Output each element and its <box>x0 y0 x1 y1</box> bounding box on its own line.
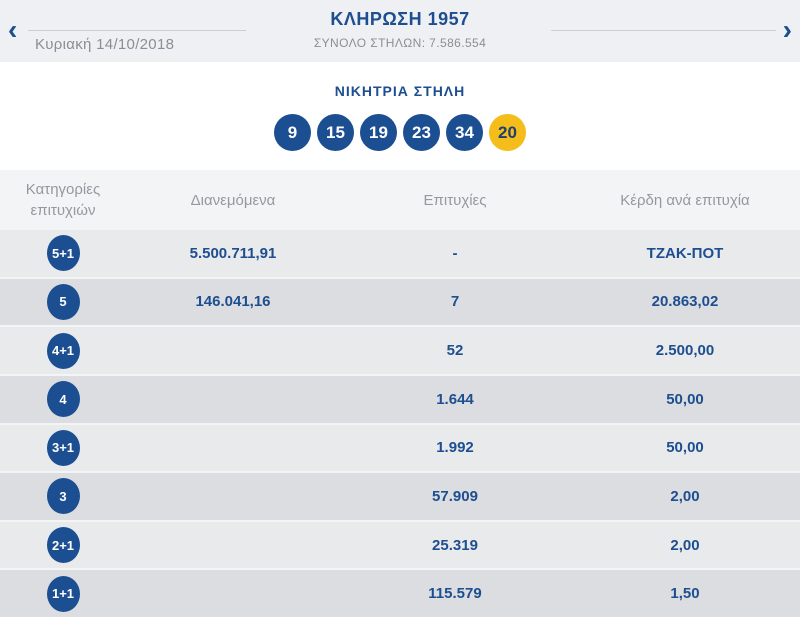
column-header-distributed: Διανεμόμενα <box>190 191 276 209</box>
column-header-wins: Επιτυχίες <box>423 191 487 209</box>
category-cell: 3+1 <box>0 429 126 466</box>
winning-numbers: 9 15 19 23 34 20 <box>0 114 800 151</box>
category-cell: 5 <box>0 283 126 320</box>
draw-header: ‹ Κυριακή 14/10/2018 ΚΛΗΡΩΣΗ 1957 ΣΥΝΟΛΟ… <box>0 0 800 62</box>
prize-cell: 20.863,02 <box>651 293 719 311</box>
category-cell: 5+1 <box>0 235 126 272</box>
category-cell: 3 <box>0 478 126 515</box>
category-badge: 5 <box>46 283 80 320</box>
category-badge: 5+1 <box>46 235 80 272</box>
winning-number-ball: 19 <box>360 114 397 151</box>
table-row: 1+1 115.579 1,50 <box>0 568 800 617</box>
draw-title: ΚΛΗΡΩΣΗ 1957 <box>330 9 470 29</box>
winning-number-ball: 23 <box>403 114 440 151</box>
column-header-prize: Κέρδη ανά επιτυχία <box>620 191 750 209</box>
category-cell: 1+1 <box>0 575 126 612</box>
header-divider-left <box>28 30 246 31</box>
draw-date: Κυριακή 14/10/2018 <box>35 36 175 53</box>
wins-cell: - <box>452 244 458 262</box>
category-badge: 1+1 <box>46 575 80 612</box>
previous-draw-button[interactable]: ‹ <box>2 14 23 46</box>
wins-cell: 1.644 <box>436 390 474 408</box>
wins-cell: 57.909 <box>432 487 478 505</box>
column-header-categories: Κατηγορίες επιτυχιών <box>25 181 101 219</box>
category-badge: 3+1 <box>46 429 80 466</box>
wins-cell: 7 <box>450 293 460 311</box>
results-table: Κατηγορίες επιτυχιών Διανεμόμενα Επιτυχί… <box>0 170 800 617</box>
joker-number-ball: 20 <box>489 114 526 151</box>
prize-cell: 2,00 <box>670 487 700 505</box>
winning-column-label: ΝΙΚΗΤΡΙΑ ΣΤΗΛΗ <box>334 83 466 99</box>
category-badge: 3 <box>46 478 80 515</box>
table-row: 2+1 25.319 2,00 <box>0 519 800 569</box>
chevron-left-icon: ‹ <box>8 14 18 45</box>
chevron-right-icon: › <box>782 14 792 45</box>
winning-number-ball: 9 <box>274 114 311 151</box>
winning-column-section: ΝΙΚΗΤΡΙΑ ΣΤΗΛΗ 9 15 19 23 34 20 <box>0 62 800 170</box>
prize-cell: 1,50 <box>670 585 700 603</box>
table-row: 3 57.909 2,00 <box>0 471 800 520</box>
category-badge: 4 <box>46 381 80 418</box>
prize-cell: 50,00 <box>666 390 704 408</box>
distributed-cell: 5.500.711,91 <box>189 244 277 262</box>
table-row: 3+1 1.992 50,00 <box>0 422 800 472</box>
results-table-header: Κατηγορίες επιτυχιών Διανεμόμενα Επιτυχί… <box>0 170 800 230</box>
category-cell: 4+1 <box>0 332 126 369</box>
category-badge: 4+1 <box>46 332 80 369</box>
header-divider-right <box>551 30 776 31</box>
winning-number-ball: 15 <box>317 114 354 151</box>
draw-title-block: ΚΛΗΡΩΣΗ 1957 ΣΥΝΟΛΟ ΣΤΗΛΩΝ: 7.586.554 <box>200 9 600 50</box>
table-row: 4 1.644 50,00 <box>0 373 800 423</box>
table-row: 5+1 5.500.711,91 - ΤΖΑΚ-ΠΟΤ <box>0 230 800 277</box>
prize-cell: 2,00 <box>670 536 700 554</box>
table-row: 5 146.041,16 7 20.863,02 <box>0 276 800 326</box>
table-row: 4+1 52 2.500,00 <box>0 325 800 374</box>
wins-cell: 25.319 <box>432 536 478 554</box>
prize-cell: 50,00 <box>666 439 704 457</box>
wins-cell: 1.992 <box>436 439 474 457</box>
prize-cell: 2.500,00 <box>655 342 715 360</box>
category-badge: 2+1 <box>46 527 80 564</box>
category-cell: 4 <box>0 381 126 418</box>
distributed-cell: 146.041,16 <box>195 293 271 311</box>
next-draw-button[interactable]: › <box>777 14 798 46</box>
results-table-body: 5+1 5.500.711,91 - ΤΖΑΚ-ΠΟΤ 5 146.041,16… <box>0 230 800 617</box>
total-columns-label: ΣΥΝΟΛΟ ΣΤΗΛΩΝ: 7.586.554 <box>313 36 487 50</box>
winning-number-ball: 34 <box>446 114 483 151</box>
wins-cell: 52 <box>446 342 464 360</box>
prize-cell: ΤΖΑΚ-ΠΟΤ <box>646 244 724 262</box>
wins-cell: 115.579 <box>428 585 482 603</box>
category-cell: 2+1 <box>0 527 126 564</box>
